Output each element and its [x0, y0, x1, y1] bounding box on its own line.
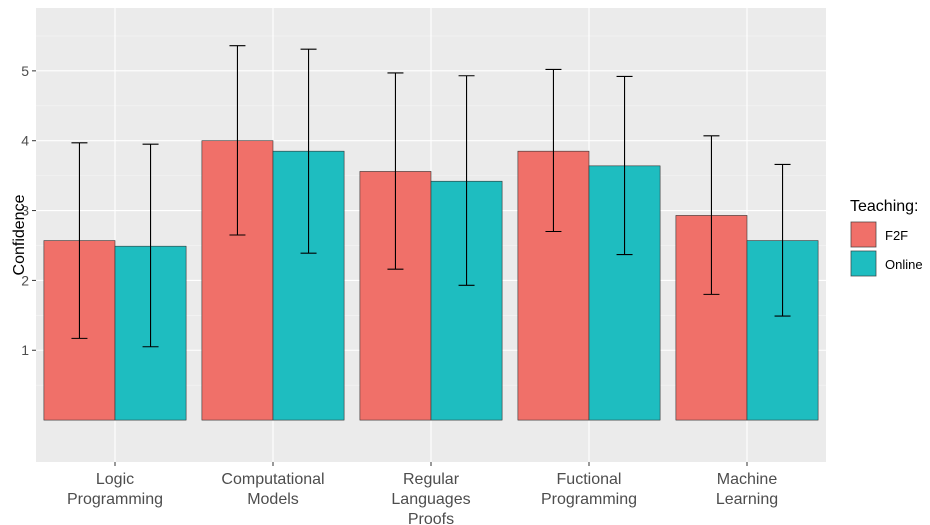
- y-tick-label: 3: [21, 203, 29, 219]
- legend-label-f2f: F2F: [885, 228, 908, 243]
- x-tick-label-line: Languages: [391, 491, 470, 508]
- legend-title: Teaching:: [850, 198, 919, 215]
- y-axis: 1 2 3 4 5: [21, 63, 36, 358]
- legend-swatch-f2f: [850, 221, 877, 248]
- x-tick-label-line: Fuctional: [557, 471, 622, 488]
- x-tick-label-line: Learning: [716, 491, 778, 508]
- x-tick-label-line: Machine: [717, 471, 778, 488]
- x-axis: Logic Programming Computational Models Regul…: [67, 462, 778, 525]
- x-tick-label-line: Programming: [541, 491, 637, 508]
- x-tick-label-line: Proofs: [408, 511, 454, 525]
- legend: Teaching: F2F Online: [850, 198, 923, 277]
- x-tick-label-line: Programming: [67, 491, 163, 508]
- y-axis-title: Confidence: [11, 194, 28, 275]
- x-tick-label: Computational Models: [221, 471, 324, 508]
- x-tick-label-line: Logic: [96, 471, 134, 488]
- x-tick-label: Regular Languages Proofs: [391, 471, 470, 525]
- error-bars: [71, 45, 791, 348]
- x-tick-label-line: Models: [247, 491, 299, 508]
- y-tick-label: 2: [21, 272, 29, 288]
- x-tick-label-line: Computational: [221, 471, 324, 488]
- x-tick-label: Logic Programming: [67, 471, 163, 508]
- x-tick-label: Machine Learning: [716, 471, 778, 508]
- y-tick-label: 5: [21, 63, 29, 79]
- x-tick-label: Fuctional Programming: [541, 471, 637, 508]
- legend-label-online: Online: [885, 257, 923, 272]
- y-tick-label: 1: [21, 342, 29, 358]
- y-tick-label: 4: [21, 133, 29, 149]
- x-tick-label-line: Regular: [403, 471, 460, 488]
- legend-swatch-online: [850, 250, 877, 277]
